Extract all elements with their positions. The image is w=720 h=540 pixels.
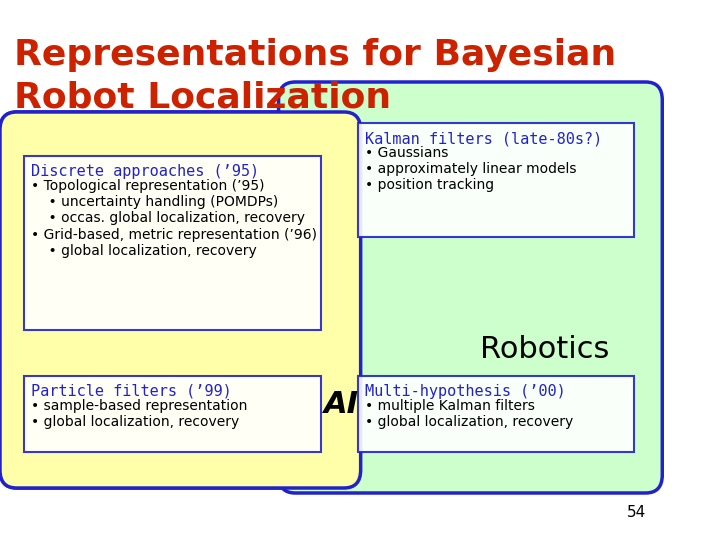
FancyBboxPatch shape xyxy=(358,376,634,452)
Text: Representations for Bayesian: Representations for Bayesian xyxy=(14,38,616,72)
FancyBboxPatch shape xyxy=(24,156,321,330)
Text: • global localization, recovery: • global localization, recovery xyxy=(32,415,240,429)
Text: Robotics: Robotics xyxy=(480,335,609,364)
Text: • occas. global localization, recovery: • occas. global localization, recovery xyxy=(32,211,305,225)
Text: • Grid-based, metric representation (’96): • Grid-based, metric representation (’96… xyxy=(32,227,318,241)
Text: • multiple Kalman filters: • multiple Kalman filters xyxy=(365,399,535,413)
FancyBboxPatch shape xyxy=(279,82,662,493)
Text: 54: 54 xyxy=(626,505,646,520)
FancyBboxPatch shape xyxy=(0,112,365,488)
Text: • sample-based representation: • sample-based representation xyxy=(32,399,248,413)
FancyBboxPatch shape xyxy=(24,376,321,452)
Text: • position tracking: • position tracking xyxy=(365,178,495,192)
Text: • Gaussians: • Gaussians xyxy=(365,146,449,160)
Text: Discrete approaches (’95): Discrete approaches (’95) xyxy=(32,164,259,179)
Text: • uncertainty handling (POMDPs): • uncertainty handling (POMDPs) xyxy=(32,195,279,209)
Text: • approximately linear models: • approximately linear models xyxy=(365,162,577,176)
Text: AI: AI xyxy=(324,390,359,419)
Text: • global localization, recovery: • global localization, recovery xyxy=(365,415,574,429)
Text: • global localization, recovery: • global localization, recovery xyxy=(32,244,257,258)
Text: Particle filters (’99): Particle filters (’99) xyxy=(32,384,232,399)
Text: Kalman filters (late-80s?): Kalman filters (late-80s?) xyxy=(365,131,603,146)
FancyBboxPatch shape xyxy=(0,112,361,488)
Text: Robot Localization: Robot Localization xyxy=(14,80,391,114)
Text: • Topological representation (’95): • Topological representation (’95) xyxy=(32,179,265,193)
FancyBboxPatch shape xyxy=(358,123,634,237)
Text: Multi-hypothesis (’00): Multi-hypothesis (’00) xyxy=(365,384,566,399)
